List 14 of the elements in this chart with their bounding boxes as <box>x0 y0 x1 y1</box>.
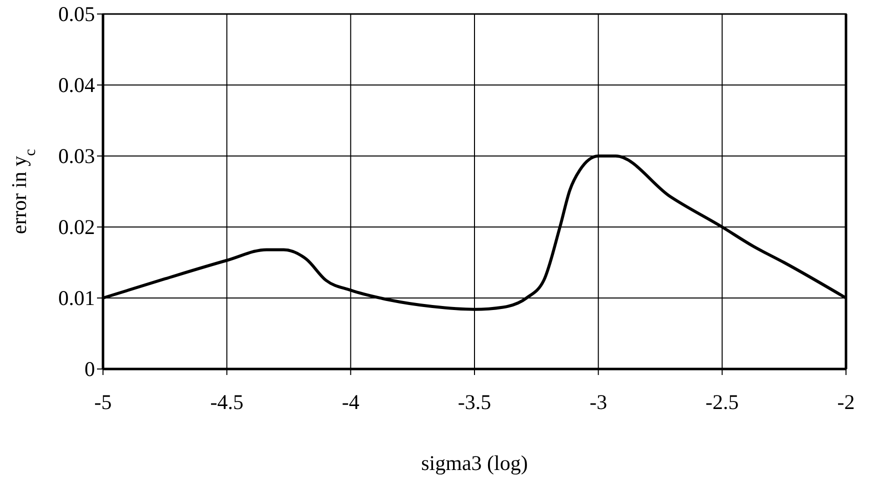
y-tick-label: 0.03 <box>58 144 95 168</box>
y-tick-label: 0.01 <box>58 286 95 310</box>
x-tick-label: -4 <box>342 390 360 414</box>
x-tick-label: -3 <box>590 390 608 414</box>
x-tick-label: -5 <box>94 390 112 414</box>
x-axis-title: sigma3 (log) <box>421 451 528 475</box>
y-tick-label: 0.02 <box>58 215 95 239</box>
x-tick-label: -2.5 <box>706 390 739 414</box>
y-tick-label: 0.04 <box>58 73 96 97</box>
x-tick-label: -4.5 <box>210 390 244 414</box>
x-tick-label: -2 <box>837 390 855 414</box>
x-tick-label: -3.5 <box>458 390 492 414</box>
y-tick-label: 0 <box>84 357 95 381</box>
y-tick-label: 0.05 <box>58 2 95 26</box>
